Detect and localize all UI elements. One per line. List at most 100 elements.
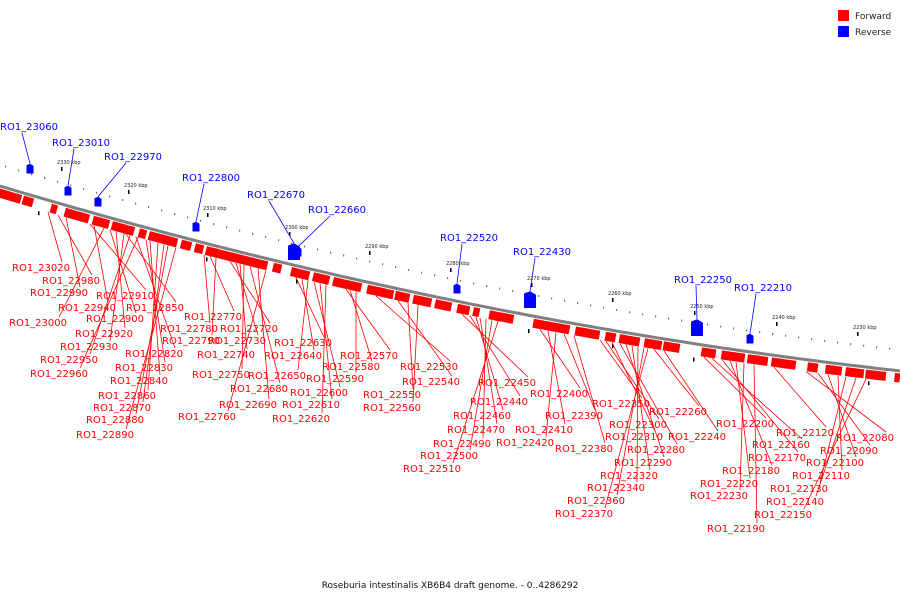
label-leader <box>611 342 656 432</box>
kbp-tick-mark <box>531 283 533 287</box>
label-leader <box>149 240 161 376</box>
label-leader <box>412 305 419 403</box>
label-leader <box>539 329 581 389</box>
forward-gene <box>350 281 359 292</box>
gene-label: RO1_22920 <box>75 329 133 340</box>
label-leader <box>605 341 660 420</box>
forward-gene <box>69 209 79 221</box>
reverse-gene <box>94 196 102 207</box>
tick-dot <box>707 323 709 326</box>
tick-dot <box>265 236 267 239</box>
forward-gene <box>246 256 256 267</box>
gene-label: RO1_22120 <box>776 428 834 439</box>
caption: Roseburia intestinalis XB6B4 draft genom… <box>322 581 579 591</box>
label-leader <box>703 356 767 419</box>
gene-label: RO1_22310 <box>605 432 663 443</box>
legend-forward-label: Forward <box>855 12 891 22</box>
label-leader <box>619 343 678 445</box>
forward-gene <box>434 299 443 310</box>
tick-dot <box>538 295 540 297</box>
forward-gene <box>159 234 169 245</box>
gene-label: RO1_23020 <box>12 263 70 274</box>
forward-gene <box>446 301 453 312</box>
gene-label: RO1_22580 <box>322 362 380 373</box>
gene-labels: RO1_23060 RO1_23010 RO1_22970 RO1_22800 RO1_… <box>0 122 894 535</box>
tick-dot <box>447 277 449 280</box>
reverse-gene <box>26 163 34 174</box>
forward-gene <box>390 290 395 300</box>
gene-label: RO1_22680 <box>230 384 288 395</box>
gene-label: RO1_22450 <box>478 378 536 389</box>
forward-gene <box>700 347 709 358</box>
label-leader <box>711 358 803 440</box>
inner-tick <box>296 279 298 284</box>
tick-dot <box>746 329 748 332</box>
forward-gene <box>856 368 865 379</box>
gene-label: RO1_22540 <box>402 377 460 388</box>
forward-gene <box>876 371 885 381</box>
kbp-tick-mark <box>289 232 291 236</box>
gene-label: RO1_22360 <box>567 496 625 507</box>
legend-reverse-swatch <box>838 26 849 37</box>
tick-dot <box>161 209 163 212</box>
inner-tick-marks <box>38 211 870 386</box>
forward-gene <box>732 352 741 362</box>
label-leader <box>631 345 651 471</box>
forward-gene <box>277 264 283 274</box>
tick-dot <box>369 260 371 263</box>
tick-dot <box>681 319 683 322</box>
inner-tick <box>38 211 40 216</box>
label-leader <box>482 318 487 439</box>
forward-gene <box>406 293 411 303</box>
forward-gene <box>668 342 677 353</box>
label-leader <box>599 339 643 399</box>
kbp-tick-mark <box>612 298 614 302</box>
gene-label: RO1_22150 <box>754 510 812 521</box>
forward-gene <box>153 232 163 244</box>
gene-label: RO1_22690 <box>219 400 277 411</box>
forward-gene <box>506 313 515 324</box>
tick-dot <box>720 325 722 328</box>
label-leader <box>349 290 373 362</box>
gene-label: RO1_22110 <box>792 471 850 482</box>
gene-label: RO1_22960 <box>30 369 88 380</box>
label-leader <box>636 346 639 483</box>
forward-gene <box>662 341 671 352</box>
gene-label: RO1_22400 <box>530 389 588 400</box>
forward-gene <box>562 324 571 335</box>
label-leader <box>653 349 700 407</box>
label-leader <box>93 225 109 303</box>
forward-gene <box>147 231 157 242</box>
inner-tick <box>528 329 530 334</box>
tick-dot <box>824 339 826 342</box>
tick-dot <box>811 338 813 341</box>
tick-dot <box>174 213 176 215</box>
gene-label: RO1_22720 <box>220 324 278 335</box>
label-leader <box>195 183 205 222</box>
forward-gene <box>850 367 859 378</box>
forward-gene <box>21 195 31 207</box>
gene-label: RO1_22510 <box>403 464 461 475</box>
label-leader <box>827 374 857 458</box>
tick-dot <box>577 302 579 305</box>
forward-gene <box>9 192 19 203</box>
forward-gene <box>234 253 244 264</box>
tick-dot <box>96 191 98 194</box>
gene-label: RO1_22790 <box>162 336 220 347</box>
gene-label: RO1_22750 <box>192 370 250 381</box>
tick-dot <box>837 341 839 344</box>
forward-gene <box>258 259 268 270</box>
forward-gene <box>864 369 873 380</box>
reverse-gene <box>453 283 461 294</box>
gene-label: RO1_22100 <box>806 458 864 469</box>
legend-forward-swatch <box>838 10 849 21</box>
gene-label: RO1_22600 <box>290 388 348 399</box>
tick-dot <box>317 248 319 251</box>
tick-dot <box>668 317 670 320</box>
tick-dot <box>148 206 150 209</box>
tick-dot <box>200 219 202 222</box>
tick-dot <box>226 226 228 229</box>
label-leader <box>695 285 698 320</box>
label-leader <box>319 283 333 400</box>
tick-dot <box>83 188 85 191</box>
